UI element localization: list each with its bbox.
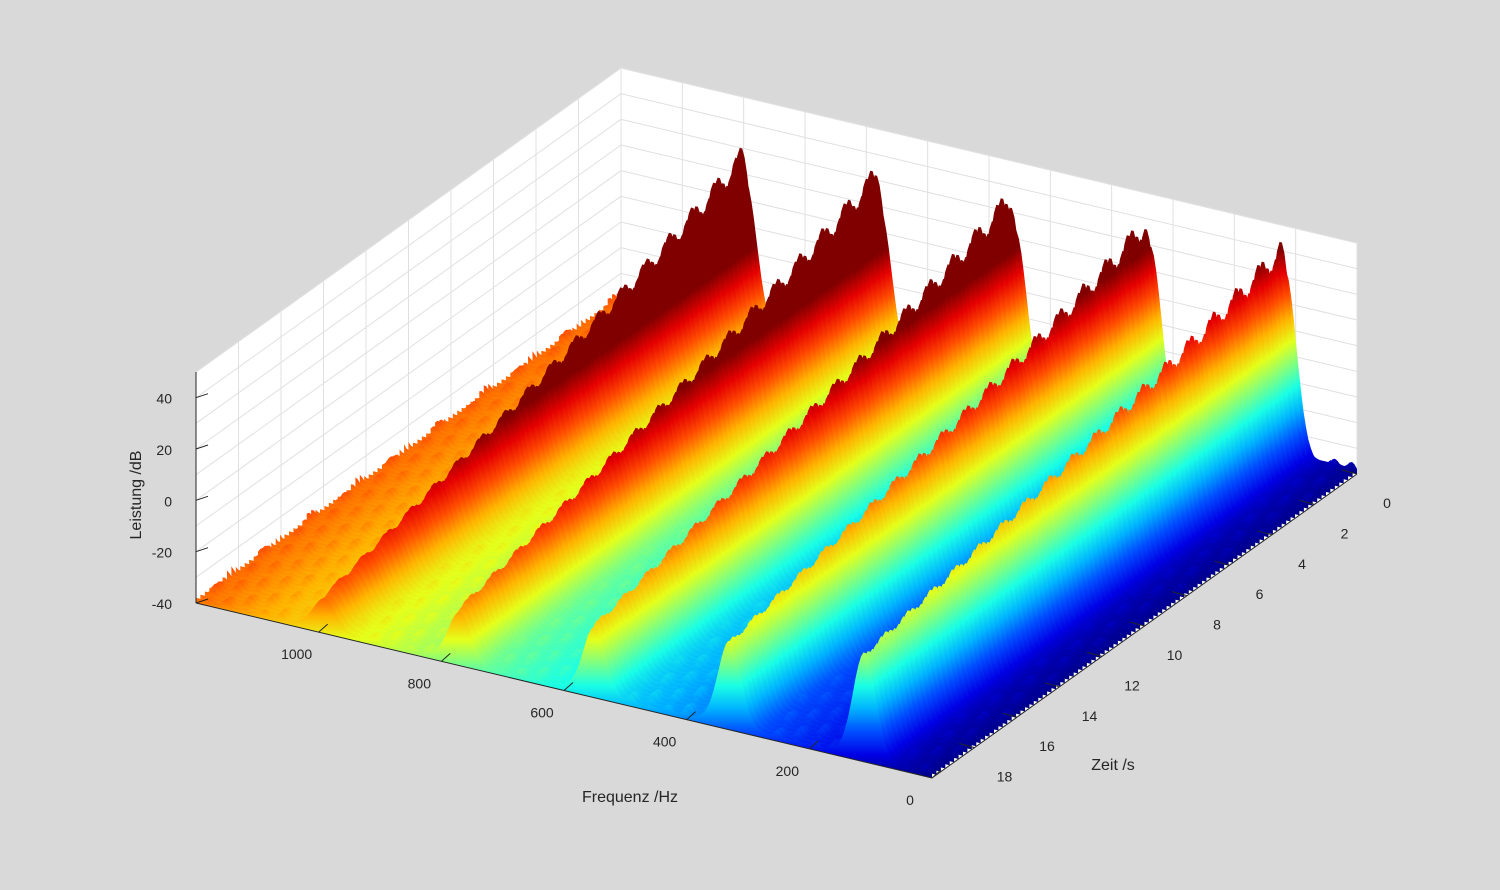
z-tick-mark — [195, 598, 209, 604]
z-tick-label: 0 — [164, 493, 172, 509]
y-tick-label: 16 — [1039, 738, 1055, 754]
y-tick-mark — [1171, 591, 1188, 597]
z-axis-label: Leistung /dB — [128, 451, 145, 540]
y-tick-mark — [1256, 530, 1273, 536]
z-tick-mark — [195, 444, 209, 450]
grid-line-z-left — [195, 67, 622, 373]
z-tick-label: 40 — [156, 391, 172, 407]
x-tick-mark — [441, 652, 451, 662]
x-tick-label: 0 — [906, 792, 914, 808]
x-tick-label: 800 — [408, 675, 432, 691]
y-tick-mark — [1086, 651, 1103, 657]
x-tick-label: 400 — [653, 734, 677, 750]
y-tick-label: 14 — [1082, 708, 1098, 724]
tick-marks — [195, 393, 1358, 779]
y-tick-label: 2 — [1341, 525, 1349, 541]
x-tick-label: 200 — [776, 763, 800, 779]
z-tick-label: -40 — [152, 596, 172, 612]
grid-line-z-left — [195, 144, 622, 450]
y-axis-label: Zeit /s — [1091, 757, 1135, 774]
surface-slice — [196, 597, 932, 778]
y-tick-mark — [959, 743, 975, 749]
y-tick-label: 10 — [1167, 647, 1183, 663]
x-tick-mark — [563, 682, 574, 691]
x-tick-mark — [686, 711, 696, 721]
y-tick-label: 8 — [1213, 617, 1221, 633]
y-tick-label: 6 — [1256, 586, 1264, 602]
grid-line-z-left — [195, 93, 622, 399]
x-tick-mark — [318, 623, 328, 633]
y-tick-mark — [1299, 499, 1315, 505]
grid-line-z-left — [195, 247, 622, 553]
grid-line-z-left — [195, 118, 622, 424]
tick-labels: 0 200 400 600 800 1000 0 2 4 6 8 10 12 14 16 18 -40 -20 0 2… — [152, 391, 1391, 808]
surface-mesh — [196, 147, 1357, 778]
y-tick-mark — [1129, 621, 1145, 627]
y-tick-label: 12 — [1124, 677, 1140, 693]
y-tick-label: 4 — [1298, 556, 1306, 572]
z-tick-label: -20 — [152, 545, 172, 561]
grid-line-z-right — [620, 67, 1358, 244]
grid-line-z-left — [195, 195, 622, 501]
y-tick-mark — [1001, 712, 1018, 718]
x-tick-mark — [931, 769, 942, 779]
grid-line-z-left — [195, 272, 622, 578]
x-tick-label: 1000 — [281, 646, 312, 662]
y-tick-mark — [1044, 682, 1060, 688]
y-tick-label: 0 — [1383, 495, 1391, 511]
z-tick-mark — [195, 495, 209, 501]
grid-line-z-left — [195, 170, 622, 476]
x-tick-label: 600 — [530, 705, 554, 721]
grid-line-z-right — [620, 93, 1358, 270]
y-tick-mark — [1214, 560, 1230, 566]
grid-line-z-right — [620, 118, 1358, 295]
grid-line-z-left — [195, 221, 622, 527]
x-tick-mark — [809, 740, 819, 750]
z-tick-label: 20 — [156, 442, 172, 458]
z-tick-mark — [195, 393, 209, 399]
y-tick-mark — [1341, 469, 1358, 475]
z-tick-mark — [195, 547, 209, 553]
x-axis-label: Frequenz /Hz — [582, 789, 678, 806]
y-tick-label: 18 — [997, 769, 1013, 785]
